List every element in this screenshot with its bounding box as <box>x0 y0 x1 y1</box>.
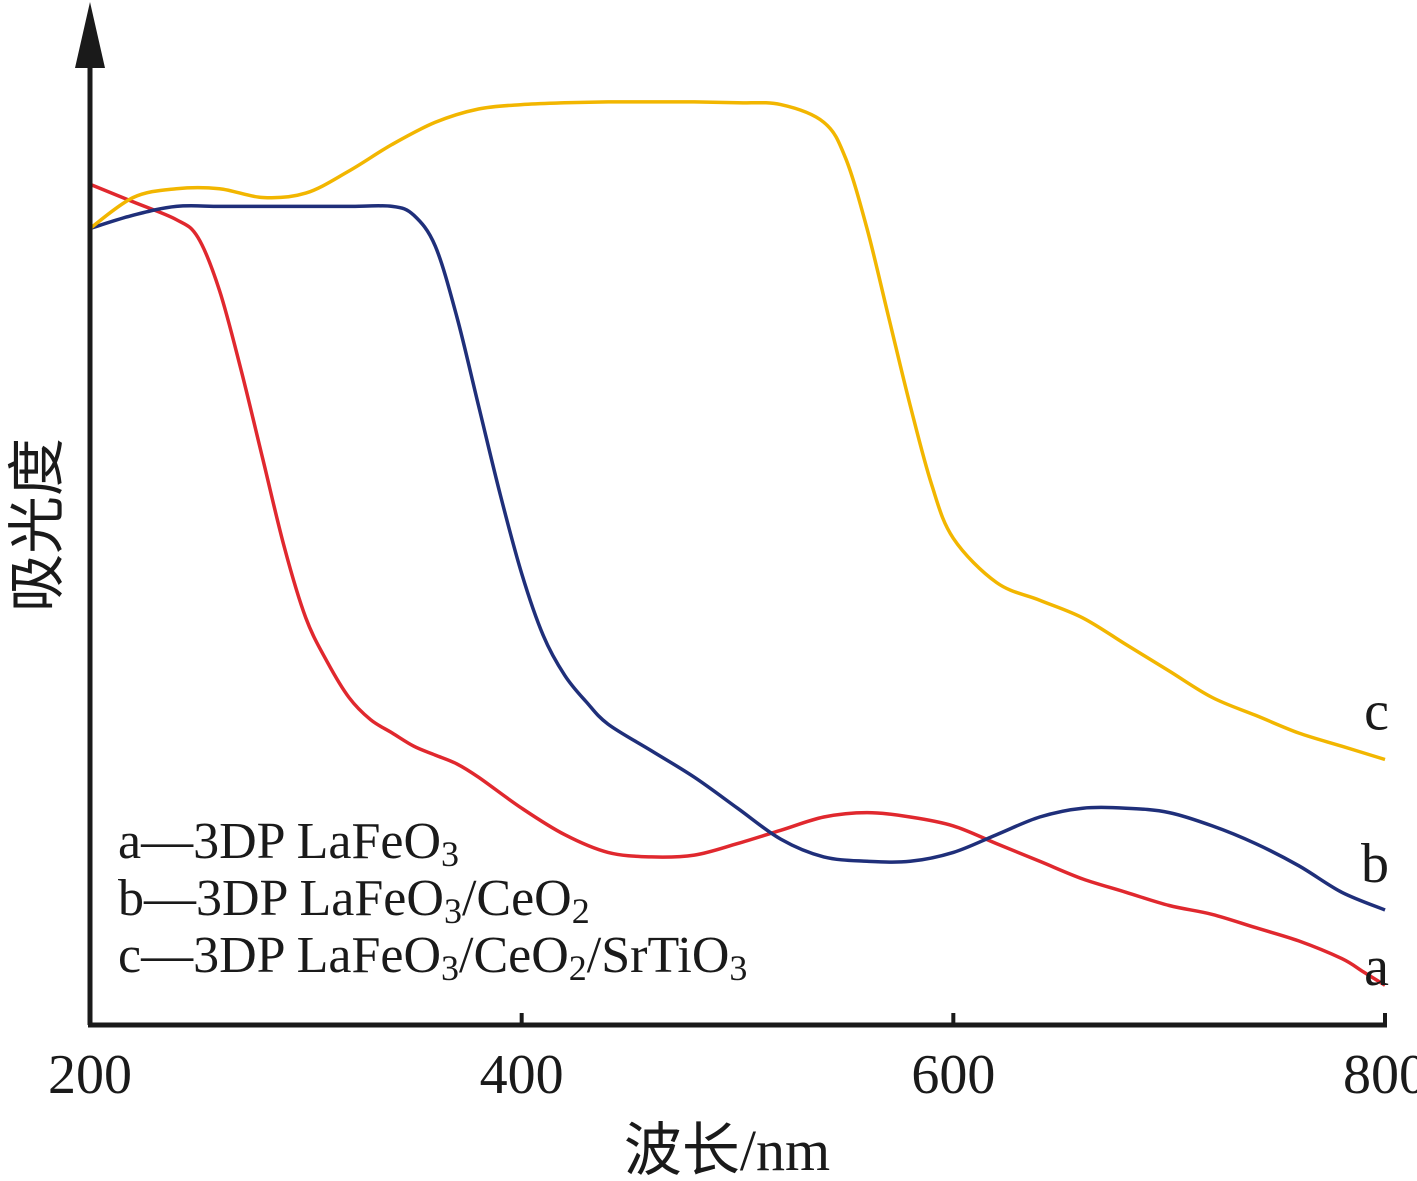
legend-entry-a: a—3DP LaFeO3 <box>118 813 459 874</box>
series-line-a <box>89 182 1386 987</box>
series-end-labels: ab c <box>1361 681 1389 999</box>
series-end-label-b: b <box>1361 833 1389 895</box>
series-end-label-a: a <box>1364 936 1389 998</box>
legend-entry-c: c—3DP LaFeO3/CeO2/SrTiO3 <box>118 927 747 988</box>
series-line-c <box>88 100 1386 762</box>
x-tick-label-600: 600 <box>911 1044 995 1106</box>
x-tick-label-200: 200 <box>48 1044 132 1106</box>
legend-entry-b: b—3DP LaFeO3/CeO2 <box>118 870 590 931</box>
y-axis-arrow-icon <box>75 2 105 68</box>
x-tick-label-800: 800 <box>1343 1044 1417 1106</box>
series-layer <box>88 100 1386 987</box>
series-end-label-c: c <box>1364 681 1389 743</box>
series-line-b <box>89 203 1386 912</box>
x-tick-label-400: 400 <box>480 1044 564 1106</box>
x-axis-title: 波长/nm <box>624 1118 830 1181</box>
axes: 200 400 600 800 <box>48 2 1417 1106</box>
y-axis-title: 吸光度 <box>5 438 70 612</box>
